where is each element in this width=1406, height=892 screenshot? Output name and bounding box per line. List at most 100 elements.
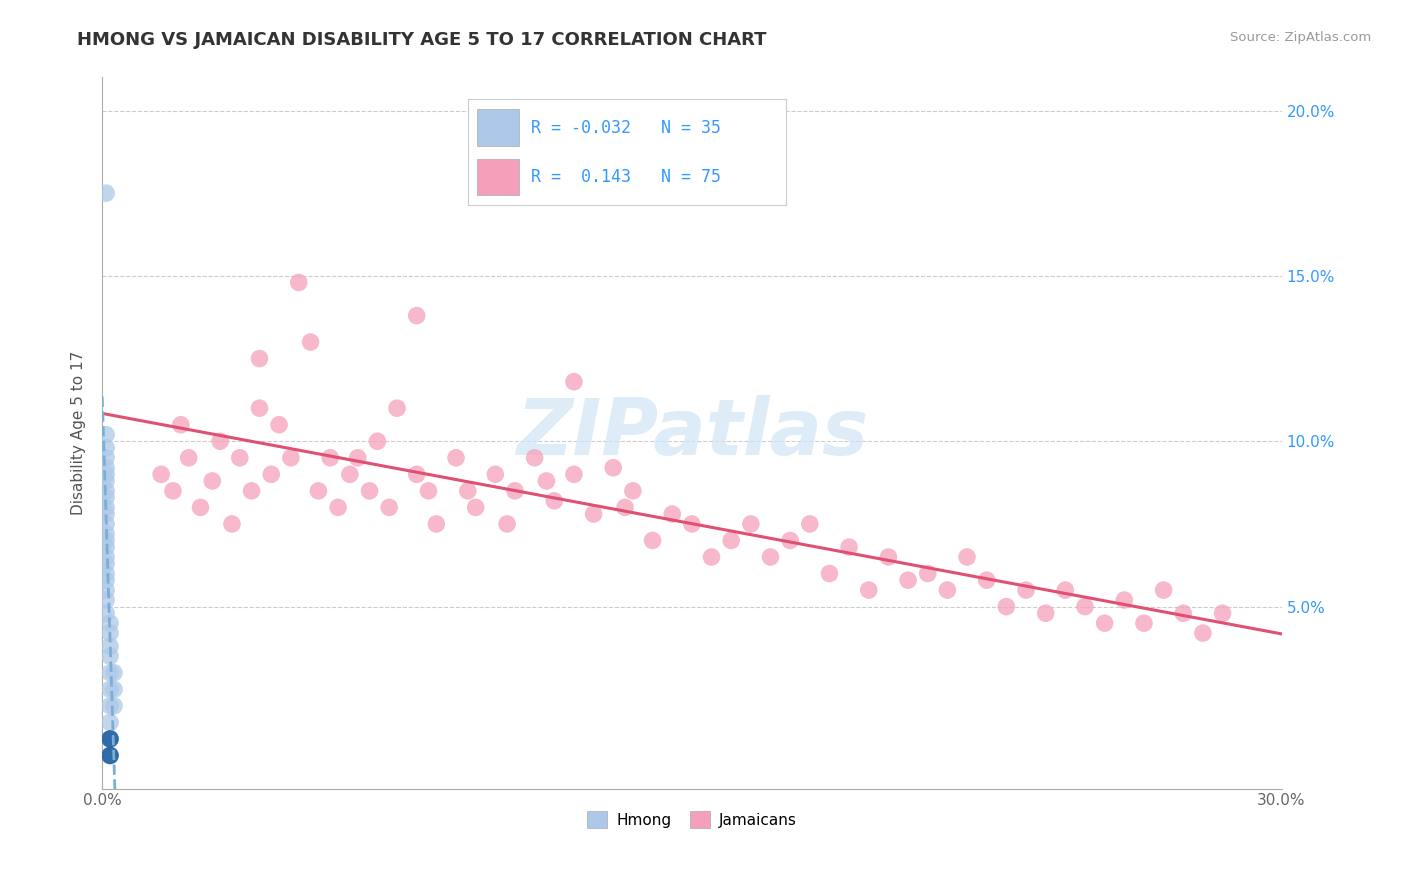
Point (759, 549, 782, 564)
Point (94, 467, 117, 482)
Point (319, 450, 342, 465)
Point (700, 549, 723, 564)
Point (94, 593, 117, 607)
Point (98, 731, 121, 746)
Point (94, 566, 117, 581)
Point (280, 450, 302, 465)
Point (98, 649, 121, 664)
Point (464, 500, 486, 515)
Point (740, 516, 762, 531)
Point (346, 450, 368, 465)
Point (496, 516, 519, 531)
Point (1074, 599, 1097, 614)
Point (229, 450, 252, 465)
Point (582, 507, 605, 521)
Point (94, 491, 117, 505)
Y-axis label: Disability Age 5 to 17: Disability Age 5 to 17 (72, 351, 86, 515)
Point (98, 698, 121, 713)
Point (681, 516, 703, 531)
Point (1173, 606, 1195, 620)
Point (94, 549, 117, 564)
Point (1035, 606, 1057, 620)
Point (94, 583, 117, 598)
Text: ZIPatlas: ZIPatlas (516, 395, 868, 471)
Point (1114, 593, 1136, 607)
Point (1094, 616, 1116, 631)
Point (103, 665, 125, 680)
Point (249, 351, 271, 366)
Point (201, 474, 224, 488)
Point (98, 640, 121, 654)
Legend: Hmong, Jamaicans: Hmong, Jamaicans (581, 805, 803, 834)
Point (98, 626, 121, 640)
Point (444, 450, 467, 465)
Point (405, 467, 427, 482)
Point (98, 715, 121, 730)
Point (385, 401, 408, 416)
Text: HMONG VS JAMAICAN DISABILITY AGE 5 TO 17 CORRELATION CHART: HMONG VS JAMAICAN DISABILITY AGE 5 TO 17… (77, 31, 766, 49)
Point (562, 467, 585, 482)
Point (94, 474, 117, 488)
Point (418, 483, 440, 498)
Point (602, 460, 624, 475)
Point (523, 450, 546, 465)
Point (536, 474, 558, 488)
Point (98, 665, 121, 680)
Point (543, 493, 565, 508)
Point (877, 549, 900, 564)
Point (94, 483, 117, 498)
Point (98, 748, 121, 763)
Point (995, 599, 1018, 614)
Point (98, 682, 121, 697)
Point (94, 516, 117, 531)
Point (457, 483, 479, 498)
Point (326, 500, 349, 515)
Point (936, 583, 959, 598)
Point (897, 573, 920, 587)
Point (838, 540, 860, 554)
Point (94, 186, 117, 201)
Point (720, 533, 742, 548)
Point (249, 401, 271, 416)
Point (917, 566, 939, 581)
Point (614, 500, 637, 515)
Point (1015, 583, 1038, 598)
Point (359, 483, 381, 498)
Point (150, 467, 173, 482)
Point (98, 616, 121, 631)
Point (221, 516, 243, 531)
Point (858, 583, 880, 598)
Point (170, 417, 193, 432)
Point (339, 467, 361, 482)
Point (1192, 626, 1215, 640)
Point (98, 731, 121, 746)
Point (103, 682, 125, 697)
Point (209, 434, 232, 449)
Point (94, 500, 117, 515)
Point (94, 573, 117, 587)
Point (94, 540, 117, 554)
Point (94, 557, 117, 571)
Point (405, 309, 427, 323)
Point (1133, 616, 1156, 631)
Point (162, 483, 184, 498)
Point (562, 375, 585, 389)
Point (661, 507, 683, 521)
Point (425, 516, 447, 531)
Point (190, 500, 212, 515)
Point (94, 450, 117, 465)
Point (240, 483, 263, 498)
Point (621, 483, 644, 498)
Point (299, 334, 322, 349)
Point (177, 450, 200, 465)
Point (799, 516, 821, 531)
Point (1153, 583, 1175, 598)
Point (976, 573, 998, 587)
Point (366, 434, 388, 449)
Point (1212, 606, 1234, 620)
Point (94, 507, 117, 521)
Point (260, 467, 283, 482)
Point (503, 483, 526, 498)
Point (484, 467, 506, 482)
Point (779, 533, 801, 548)
